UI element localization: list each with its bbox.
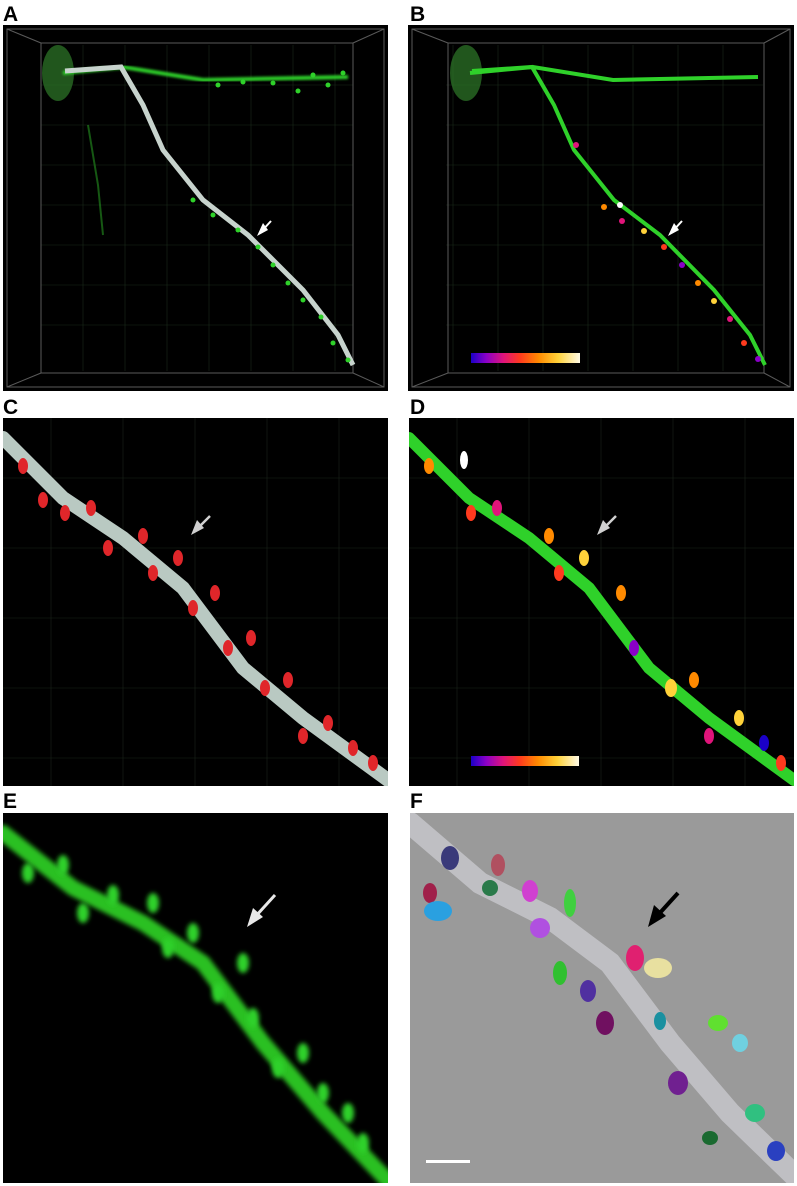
- panel-f-image: [410, 813, 794, 1183]
- soma: [450, 45, 482, 101]
- bounding-box: [411, 28, 791, 388]
- bounding-box: [6, 28, 385, 388]
- arrow-icon: [597, 515, 617, 535]
- panel-label-c: C: [3, 396, 19, 419]
- panel-label-e: E: [3, 790, 18, 813]
- scale-bar: [426, 1160, 470, 1163]
- dendrite-segment: [3, 825, 388, 1183]
- dendrite-segment: [410, 813, 794, 1183]
- color-scale-bar: [471, 353, 580, 363]
- dendrite-main: [64, 64, 356, 367]
- arrow-icon: [247, 893, 277, 927]
- panel-label-f: F: [410, 790, 423, 813]
- bounding-grid: [446, 45, 763, 371]
- panel-a-image: [3, 25, 388, 391]
- segmented-spines: [423, 846, 785, 1161]
- background-dendrite: [87, 124, 104, 236]
- dendrite-segment: [409, 432, 794, 786]
- color-scale-bar: [471, 756, 579, 766]
- spines-heatmap: [424, 451, 786, 771]
- spines: [190, 70, 351, 363]
- panel-d-image: [409, 418, 794, 786]
- panel-label-d: D: [410, 396, 426, 419]
- spines-red: [18, 458, 378, 771]
- spines-heatmap: [573, 142, 761, 362]
- arrow-icon: [257, 220, 272, 236]
- panel-label-b: B: [410, 3, 426, 26]
- arrow-icon: [191, 515, 211, 535]
- dendrite-main: [471, 64, 767, 366]
- spines: [22, 855, 369, 1153]
- arrow-icon: [648, 891, 680, 927]
- bounding-grid: [40, 45, 353, 371]
- panel-c-image: [3, 418, 388, 786]
- panel-label-a: A: [3, 3, 19, 26]
- soma: [42, 45, 74, 101]
- dendrite-segment: [3, 431, 388, 786]
- arrow-icon: [668, 220, 683, 236]
- panel-e-image: [3, 813, 388, 1183]
- panel-b-image: [408, 25, 794, 391]
